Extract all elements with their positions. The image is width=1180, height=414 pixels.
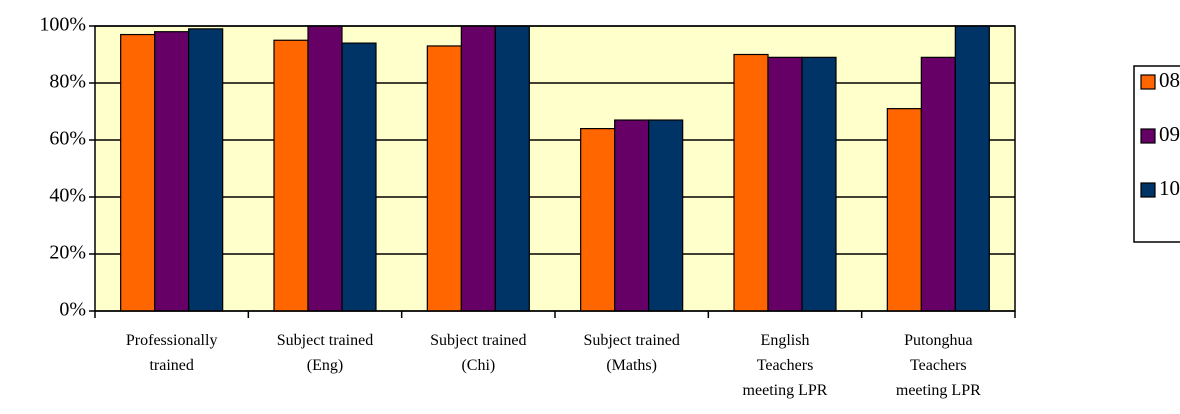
bar xyxy=(188,28,224,312)
x-tick-label: Subject trained (Eng) xyxy=(277,332,373,374)
bar xyxy=(341,42,377,312)
bar xyxy=(426,45,462,312)
bar xyxy=(733,53,769,312)
bar xyxy=(494,25,530,312)
y-tick-label: 60% xyxy=(49,128,86,150)
bar xyxy=(273,39,309,312)
bar xyxy=(648,119,684,312)
plot-border xyxy=(94,25,1016,312)
x-tick-label: Putonghua Teachers meeting LPR xyxy=(896,332,981,399)
plot-area xyxy=(95,26,1015,311)
bar xyxy=(580,128,616,312)
x-tick-label: Subject trained (Chi) xyxy=(430,332,526,374)
legend-label: 09/10 xyxy=(1159,122,1180,146)
bar xyxy=(954,25,990,312)
y-tick-label: 80% xyxy=(49,71,86,93)
bar xyxy=(801,56,837,312)
legend-swatch xyxy=(1140,182,1156,198)
legend-label: 10/11 xyxy=(1159,176,1180,200)
x-tick-label: English Teachers meeting LPR xyxy=(743,332,828,399)
bar xyxy=(614,119,650,312)
bar xyxy=(120,33,156,312)
x-tick-label: Professionally trained xyxy=(126,332,218,374)
bar xyxy=(886,108,922,312)
y-tick-label: 40% xyxy=(49,185,86,207)
bar xyxy=(460,25,496,312)
bar xyxy=(154,31,190,312)
legend-swatch xyxy=(1140,74,1156,90)
legend-box xyxy=(1133,65,1180,243)
x-tick-label: Subject trained (Maths) xyxy=(583,332,679,374)
legend-swatch xyxy=(1140,128,1156,144)
bar xyxy=(920,56,956,312)
bar xyxy=(767,56,803,312)
bar xyxy=(307,25,343,312)
y-tick-label: 0% xyxy=(59,299,86,321)
y-tick-label: 20% xyxy=(49,242,86,264)
y-tick-label: 100% xyxy=(39,14,86,36)
legend-label: 08/09 xyxy=(1159,68,1180,92)
